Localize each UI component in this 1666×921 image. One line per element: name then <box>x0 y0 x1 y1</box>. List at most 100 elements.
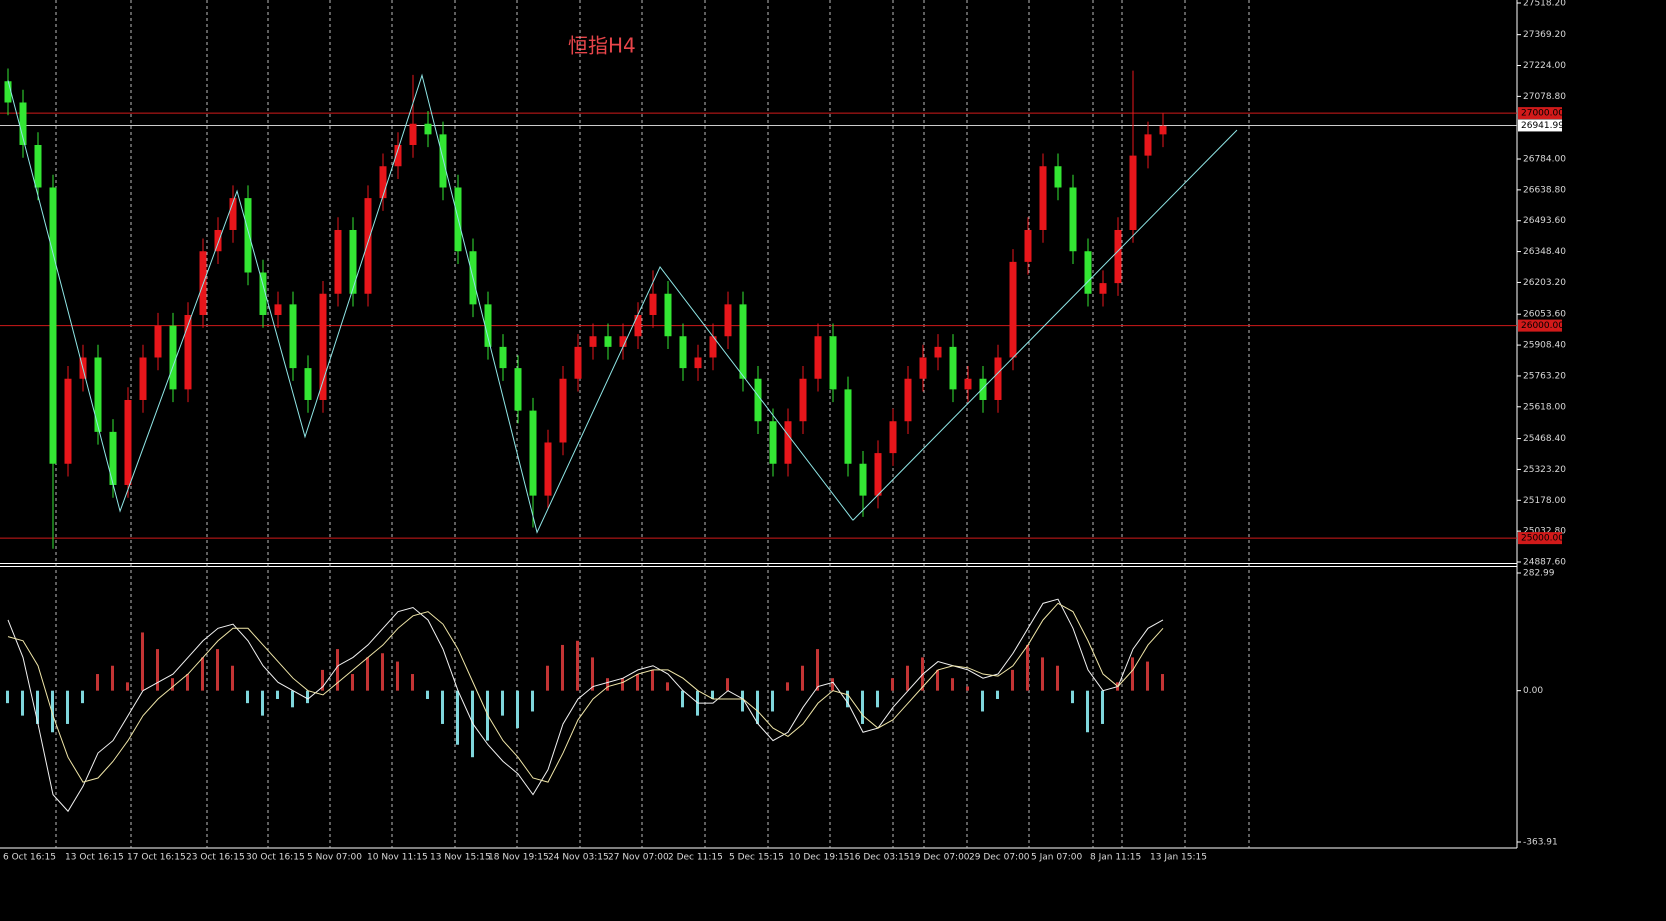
histogram-bar <box>1071 690 1074 704</box>
histogram-bar <box>741 690 744 712</box>
candle-body <box>139 357 147 400</box>
histogram-bar <box>36 690 39 724</box>
candle-body <box>874 453 882 496</box>
y-tick-label: 25908.40 <box>1523 341 1566 351</box>
candle-body <box>334 229 342 294</box>
candle-body <box>904 378 912 422</box>
histogram-bar <box>456 690 459 745</box>
y-tick-label: 26053.60 <box>1523 310 1566 320</box>
x-tick-label: 6 Oct 16:15 <box>3 853 56 863</box>
candle-body <box>64 378 72 464</box>
candle-body <box>589 336 597 347</box>
candle-body <box>439 134 447 188</box>
x-tick-label: 30 Oct 16:15 <box>246 853 305 863</box>
candle-body <box>169 325 177 390</box>
histogram-bar <box>396 661 399 691</box>
level-label: 25000.00 <box>1521 534 1564 544</box>
histogram-bar <box>726 678 729 691</box>
candle-body <box>289 304 297 369</box>
candle-body <box>214 229 222 252</box>
histogram-bar <box>786 682 789 691</box>
histogram-bar <box>936 669 939 691</box>
zigzag <box>7 73 854 534</box>
histogram-bar <box>561 644 564 691</box>
histogram-bar <box>996 690 999 699</box>
y-tick-label: 25763.20 <box>1523 371 1566 381</box>
candle-body <box>484 304 492 347</box>
histogram-bar <box>1131 657 1134 691</box>
histogram-bar <box>681 690 684 708</box>
candle-body <box>274 304 282 315</box>
level-label-bg <box>1518 319 1562 332</box>
candle-body <box>754 378 762 422</box>
x-tick-label: 24 Nov 03:15 <box>548 853 609 863</box>
y-tick-label: 26348.40 <box>1523 247 1566 257</box>
candle-body <box>964 378 972 390</box>
histogram-bar <box>606 678 609 691</box>
histogram-bar <box>216 649 219 691</box>
histogram-bar <box>1146 661 1149 691</box>
histogram-bar <box>801 665 804 691</box>
chart-title: 恒指H4 <box>568 34 636 58</box>
x-tick-label: 19 Dec 07:00 <box>909 853 970 863</box>
histogram-bar <box>711 690 714 699</box>
candle-body <box>634 314 642 337</box>
candle-body <box>799 378 807 422</box>
y-tick-label: 26638.80 <box>1523 185 1566 195</box>
candle-body <box>679 336 687 369</box>
level-label: 26000.00 <box>1521 321 1564 331</box>
histogram-bar <box>651 669 654 691</box>
histogram-bar <box>951 678 954 691</box>
histogram-bar <box>366 657 369 691</box>
x-tick-label: 13 Oct 16:15 <box>65 853 124 863</box>
candle-body <box>844 389 852 464</box>
candle-body <box>664 293 672 337</box>
histogram-bar <box>81 690 84 704</box>
histogram-bar <box>591 657 594 691</box>
x-tick-label: 16 Dec 03:15 <box>849 853 910 863</box>
x-tick-label: 29 Dec 07:00 <box>969 853 1030 863</box>
histogram-bar <box>501 690 504 716</box>
y-tick-label: 26203.20 <box>1523 278 1566 288</box>
candle-body <box>1054 166 1062 188</box>
x-tick-label: 18 Nov 19:15 <box>488 853 549 863</box>
x-tick-label: 5 Jan 07:00 <box>1031 853 1083 863</box>
x-tick-label: 13 Nov 15:15 <box>430 853 491 863</box>
histogram-bar <box>1041 657 1044 691</box>
current-price-bg <box>1518 119 1562 132</box>
histogram-bar <box>306 690 309 704</box>
histogram-bar <box>966 686 969 691</box>
x-tick-label: 23 Oct 16:15 <box>186 853 245 863</box>
histogram-bar <box>186 674 189 691</box>
histogram-bar <box>621 678 624 691</box>
histogram-bar <box>21 690 24 716</box>
candle-body <box>829 336 837 390</box>
histogram-bar <box>576 640 579 691</box>
candle-body <box>319 293 327 400</box>
histogram-bar <box>546 665 549 691</box>
candle-body <box>919 357 927 379</box>
candle-body <box>709 336 717 358</box>
candle-body <box>889 421 897 454</box>
histogram-bar <box>1056 665 1059 691</box>
candle-body <box>1069 187 1077 252</box>
histogram-bar <box>126 682 129 691</box>
histogram-bar <box>516 690 519 729</box>
histogram-bar <box>321 669 324 691</box>
candle-body <box>1114 229 1122 284</box>
candle-body <box>979 378 987 400</box>
y-tick-label: 27224.00 <box>1523 61 1566 71</box>
histogram-bar <box>861 690 864 724</box>
candle-body <box>544 442 552 496</box>
candle-body <box>739 304 747 379</box>
current-price-label: 26941.99 <box>1521 121 1564 131</box>
candle-body <box>1084 251 1092 294</box>
candle-body <box>409 123 417 145</box>
y-tick-label: 25032.80 <box>1523 527 1566 537</box>
candle-body <box>649 293 657 315</box>
candle-body <box>784 421 792 464</box>
candle-body <box>394 144 402 167</box>
histogram-bar <box>636 674 639 691</box>
histogram-bar <box>1086 690 1089 733</box>
histogram-bar <box>156 649 159 691</box>
